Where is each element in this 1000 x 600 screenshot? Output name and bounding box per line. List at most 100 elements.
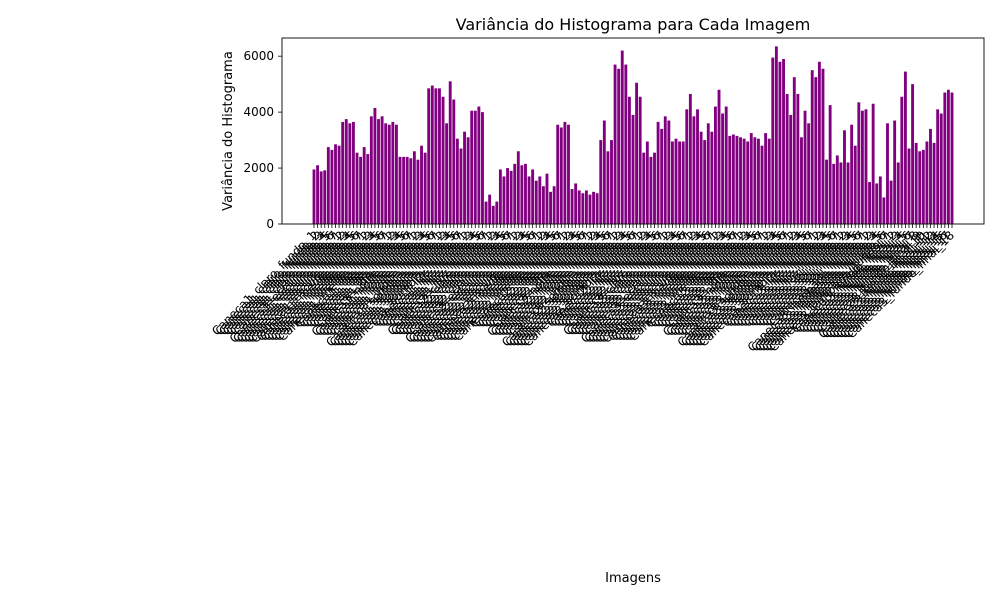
bar xyxy=(441,96,445,224)
bar xyxy=(688,93,692,224)
bar xyxy=(936,109,940,224)
bar xyxy=(613,64,617,224)
bar xyxy=(653,152,656,224)
bar xyxy=(524,163,527,224)
bar xyxy=(685,109,689,224)
bar xyxy=(714,106,717,224)
bar xyxy=(459,148,463,224)
bar xyxy=(416,159,420,224)
bar xyxy=(362,147,366,224)
bar xyxy=(914,142,918,224)
bar xyxy=(617,68,621,225)
bar xyxy=(323,170,327,224)
y-axis-label: Variância do Histograma xyxy=(221,51,236,211)
bar xyxy=(717,89,721,225)
bar xyxy=(868,182,871,224)
bar xyxy=(337,145,341,224)
bar xyxy=(556,124,560,224)
bar xyxy=(488,194,492,224)
bar xyxy=(369,116,373,224)
bars xyxy=(312,46,954,225)
bar xyxy=(359,156,363,224)
bar xyxy=(581,193,585,224)
bar xyxy=(484,201,488,224)
bar xyxy=(731,134,735,224)
bar xyxy=(620,50,624,225)
bar xyxy=(932,142,936,224)
bar xyxy=(832,163,836,224)
bar xyxy=(549,191,552,224)
bar xyxy=(853,145,857,224)
bar xyxy=(678,141,682,224)
bar xyxy=(886,123,889,224)
bar xyxy=(602,120,606,224)
bar xyxy=(355,152,359,224)
bar xyxy=(753,137,757,224)
bar xyxy=(366,154,370,224)
bar xyxy=(412,151,416,224)
y-tick-label: 4000 xyxy=(243,105,274,119)
bar xyxy=(312,169,316,224)
bar xyxy=(835,155,839,224)
bar xyxy=(470,110,474,224)
bar xyxy=(570,189,574,224)
bar xyxy=(749,133,753,224)
bar xyxy=(649,156,653,224)
bar xyxy=(344,119,348,224)
bar xyxy=(326,147,330,224)
bar xyxy=(817,61,821,224)
bar xyxy=(531,169,535,224)
bar xyxy=(606,151,610,224)
bar xyxy=(498,169,502,224)
bar xyxy=(455,138,459,224)
bar xyxy=(642,152,646,224)
bar xyxy=(828,105,832,224)
bar xyxy=(943,92,947,224)
x-axis-ticks: Caneca1_claro_fundo_1Caneca1_claro_fundo… xyxy=(209,224,957,355)
bar xyxy=(563,121,567,224)
bar xyxy=(889,180,893,224)
bar xyxy=(391,121,395,224)
bar xyxy=(778,61,782,224)
bar xyxy=(588,194,592,224)
bar xyxy=(893,120,897,224)
bar xyxy=(843,130,846,224)
bar xyxy=(656,121,660,224)
bar xyxy=(871,103,875,224)
bar xyxy=(760,145,764,224)
bar xyxy=(735,135,739,224)
y-tick-label: 0 xyxy=(266,217,274,231)
bar xyxy=(423,152,427,224)
bar xyxy=(387,124,391,224)
bar xyxy=(929,128,932,224)
bar xyxy=(850,124,854,224)
bar xyxy=(463,131,466,224)
bar xyxy=(739,137,742,224)
bar xyxy=(681,141,685,224)
bar xyxy=(509,170,513,224)
bar xyxy=(534,180,538,224)
bar xyxy=(785,93,789,224)
bar xyxy=(559,127,563,224)
bar xyxy=(663,116,667,224)
bar xyxy=(939,113,943,224)
bar xyxy=(631,114,635,224)
bar xyxy=(764,133,768,224)
bar xyxy=(839,162,843,224)
bar xyxy=(803,110,807,224)
bar xyxy=(384,123,388,224)
y-axis-ticks: 0 2000 4000 6000 xyxy=(243,49,282,231)
bar xyxy=(907,148,911,224)
chart-title: Variância do Histograma para Cada Imagem xyxy=(456,15,811,34)
bar xyxy=(728,135,732,224)
plot-frame xyxy=(281,37,985,225)
bar xyxy=(380,116,384,224)
bar xyxy=(800,137,803,224)
bar xyxy=(882,197,886,224)
bar xyxy=(796,93,800,224)
bar xyxy=(373,107,377,224)
bar xyxy=(452,99,456,224)
bar xyxy=(864,109,868,224)
bar xyxy=(334,144,337,224)
